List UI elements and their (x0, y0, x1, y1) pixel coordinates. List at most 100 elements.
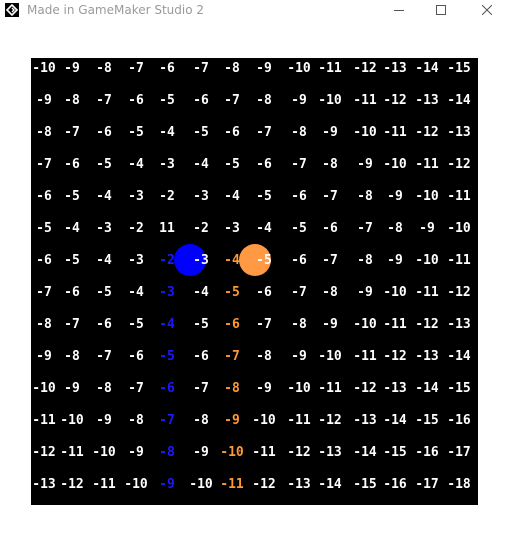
grid-cell: -7 (322, 189, 338, 204)
grid-cell: -13 (415, 349, 439, 364)
grid-cell: -4 (224, 253, 240, 268)
grid-cell: -3 (159, 285, 175, 300)
grid-cell: -5 (64, 253, 80, 268)
grid-cell: -12 (383, 349, 407, 364)
grid-cell: -5 (291, 221, 307, 236)
grid-cell: -5 (224, 157, 240, 172)
grid-cell: -10 (220, 445, 244, 460)
maximize-button[interactable] (418, 0, 464, 20)
grid-cell: -13 (447, 125, 471, 140)
grid-cell: -8 (159, 445, 175, 460)
grid-cell: -5 (256, 253, 272, 268)
grid-cell: -7 (291, 285, 307, 300)
grid-cell: -11 (383, 317, 407, 332)
grid-cell: -2 (159, 253, 175, 268)
minimize-button[interactable] (376, 0, 422, 20)
grid-cell: -16 (415, 445, 439, 460)
grid-cell: -4 (64, 221, 80, 236)
grid-cell: -8 (96, 61, 112, 76)
grid-cell: -17 (447, 445, 471, 460)
grid-cell: -8 (36, 125, 52, 140)
grid-cell: -12 (318, 413, 342, 428)
grid-cell: -6 (193, 349, 209, 364)
grid-cell: -9 (256, 381, 272, 396)
grid-cell: -7 (291, 157, 307, 172)
grid-cell: -5 (128, 125, 144, 140)
grid-cell: -4 (256, 221, 272, 236)
grid-cell: -10 (415, 189, 439, 204)
grid-cell: -12 (252, 477, 276, 492)
grid-cell: -6 (36, 189, 52, 204)
grid-cell: -4 (193, 285, 209, 300)
maximize-icon (436, 5, 446, 15)
grid-cell: -17 (415, 477, 439, 492)
grid-cell: -3 (193, 189, 209, 204)
grid-cell: -4 (193, 157, 209, 172)
grid-cell: -14 (447, 93, 471, 108)
grid-cell: -12 (287, 445, 311, 460)
title-bar[interactable]: Made in GameMaker Studio 2 (0, 0, 507, 20)
grid-cell: -5 (159, 349, 175, 364)
grid-cell: -3 (224, 221, 240, 236)
grid-cell: -15 (383, 445, 407, 460)
grid-cell: -7 (96, 93, 112, 108)
grid-cell: -5 (128, 317, 144, 332)
grid-cell: -9 (159, 477, 175, 492)
grid-cell: -9 (357, 285, 373, 300)
grid-cell: -7 (64, 317, 80, 332)
grid-cell: -6 (96, 125, 112, 140)
grid-cell: -6 (64, 157, 80, 172)
grid-cell: -11 (318, 61, 342, 76)
grid-cell: -8 (256, 349, 272, 364)
window-title: Made in GameMaker Studio 2 (27, 3, 205, 17)
grid-cell: -11 (92, 477, 116, 492)
game-canvas[interactable]: -10 -9 -8 -7 -6 -7 -8 -9 -10 -11 -12 -13 -14 -15 -9 -8-… (31, 58, 478, 505)
grid-cell: -13 (383, 61, 407, 76)
grid-cell: -8 (64, 349, 80, 364)
grid-cell: -7 (36, 157, 52, 172)
grid-cell: -6 (159, 61, 175, 76)
grid-cell: -6 (159, 381, 175, 396)
grid-cell: -9 (322, 317, 338, 332)
grid-cell: -7 (64, 125, 80, 140)
grid-cell: -9 (36, 349, 52, 364)
grid-cell: -8 (224, 61, 240, 76)
grid-cell: -10 (189, 477, 213, 492)
grid-cell: -7 (193, 61, 209, 76)
grid-cell: -11 (447, 253, 471, 268)
grid-cell: -11 (252, 445, 276, 460)
close-button[interactable] (464, 0, 507, 20)
grid-cell: -9 (322, 125, 338, 140)
grid-cell: -4 (159, 125, 175, 140)
grid-cell: -10 (383, 157, 407, 172)
grid-cell: -3 (96, 221, 112, 236)
grid-cell: -12 (60, 477, 84, 492)
grid-cell: -10 (92, 445, 116, 460)
grid-cell: -10 (287, 61, 311, 76)
grid-cell: -13 (32, 477, 56, 492)
grid-cell: -8 (224, 381, 240, 396)
grid-cell: -8 (387, 221, 403, 236)
grid-cell: -15 (415, 413, 439, 428)
grid-cell: -13 (447, 317, 471, 332)
grid-cell: -12 (383, 93, 407, 108)
grid-cell: -5 (256, 189, 272, 204)
grid-cell: -5 (193, 125, 209, 140)
grid-cell: -11 (287, 413, 311, 428)
grid-cell: -7 (224, 93, 240, 108)
grid-cell: -9 (387, 253, 403, 268)
gamemaker-icon (5, 3, 19, 17)
grid-cell: -2 (128, 221, 144, 236)
grid-cell: -8 (291, 125, 307, 140)
grid-cell: -6 (291, 253, 307, 268)
grid-cell: -5 (36, 221, 52, 236)
grid-cell: -7 (256, 317, 272, 332)
grid-cell: -9 (291, 349, 307, 364)
grid-cell: -10 (252, 413, 276, 428)
grid-cell: -12 (353, 61, 377, 76)
grid-cell: -4 (224, 189, 240, 204)
grid-cell: -6 (322, 221, 338, 236)
grid-cell: -12 (447, 285, 471, 300)
grid-cell: -6 (291, 189, 307, 204)
grid-cell: -7 (159, 413, 175, 428)
